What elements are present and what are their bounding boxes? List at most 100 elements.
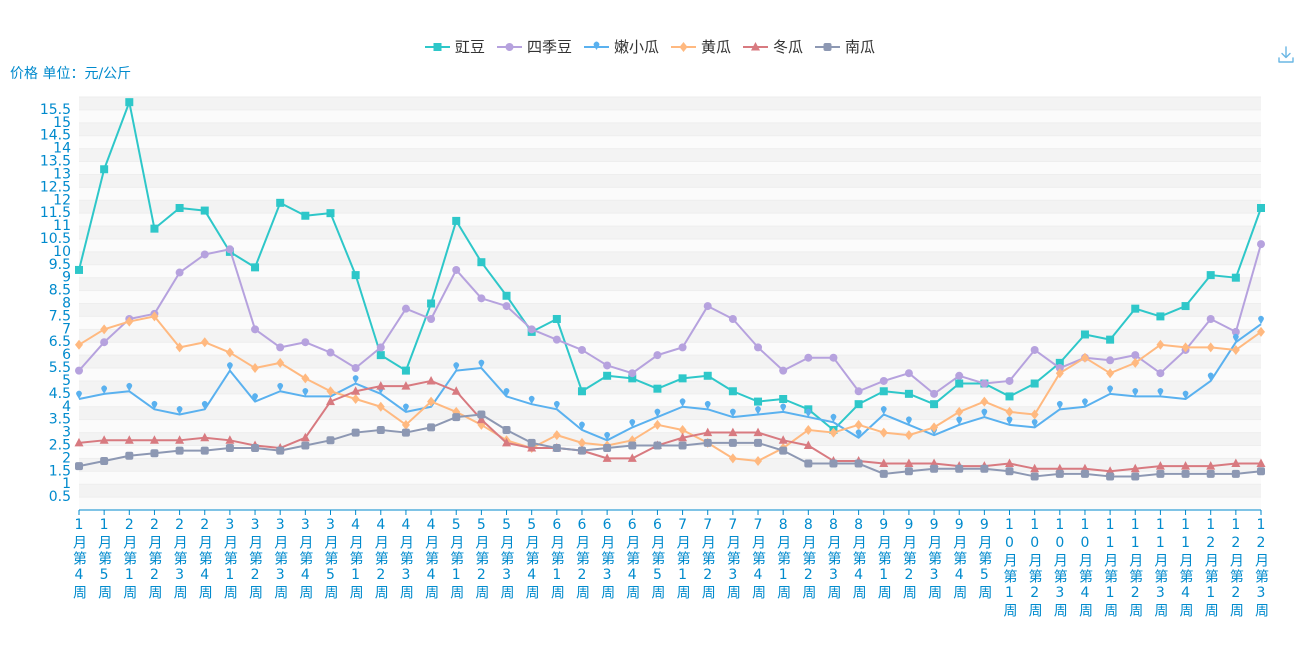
data-point[interactable] bbox=[277, 382, 284, 392]
data-point[interactable] bbox=[1156, 312, 1165, 321]
data-point[interactable] bbox=[1231, 458, 1241, 468]
data-point[interactable] bbox=[553, 401, 560, 410]
data-point[interactable] bbox=[176, 406, 183, 415]
data-point[interactable] bbox=[1206, 342, 1215, 353]
data-point[interactable] bbox=[76, 390, 82, 400]
data-point[interactable] bbox=[1206, 469, 1215, 478]
data-point[interactable] bbox=[477, 410, 486, 419]
data-point[interactable] bbox=[300, 432, 310, 442]
data-point[interactable] bbox=[754, 455, 763, 466]
data-point[interactable] bbox=[1055, 469, 1064, 478]
data-point[interactable] bbox=[225, 347, 234, 358]
data-point[interactable] bbox=[604, 431, 610, 441]
data-point[interactable] bbox=[854, 419, 863, 430]
data-point[interactable] bbox=[351, 364, 360, 373]
data-point[interactable] bbox=[1080, 330, 1089, 339]
data-point[interactable] bbox=[352, 375, 359, 384]
data-point[interactable] bbox=[124, 435, 134, 444]
data-point[interactable] bbox=[75, 339, 83, 350]
data-point[interactable] bbox=[101, 385, 107, 394]
data-point[interactable] bbox=[200, 432, 210, 442]
data-point[interactable] bbox=[200, 250, 209, 259]
data-point[interactable] bbox=[728, 453, 737, 464]
data-point[interactable] bbox=[1005, 376, 1014, 385]
data-point[interactable] bbox=[1055, 364, 1064, 373]
data-point[interactable] bbox=[980, 464, 989, 473]
data-point[interactable] bbox=[527, 438, 536, 447]
data-point[interactable] bbox=[778, 435, 788, 444]
data-point[interactable] bbox=[552, 430, 561, 441]
data-point[interactable] bbox=[628, 374, 637, 383]
data-point[interactable] bbox=[1258, 315, 1264, 325]
data-point[interactable] bbox=[201, 401, 208, 410]
data-point[interactable] bbox=[427, 299, 436, 308]
data-point[interactable] bbox=[880, 406, 887, 415]
data-point[interactable] bbox=[376, 401, 385, 412]
data-point[interactable] bbox=[703, 427, 713, 437]
data-point[interactable] bbox=[904, 369, 913, 378]
data-point[interactable] bbox=[904, 467, 913, 476]
data-point[interactable] bbox=[99, 435, 109, 444]
data-point[interactable] bbox=[552, 444, 561, 453]
data-point[interactable] bbox=[730, 408, 736, 418]
data-point[interactable] bbox=[276, 343, 285, 352]
data-point[interactable] bbox=[1257, 240, 1265, 249]
data-point[interactable] bbox=[728, 387, 737, 396]
data-point[interactable] bbox=[779, 446, 788, 455]
data-point[interactable] bbox=[779, 395, 788, 404]
data-point[interactable] bbox=[75, 366, 83, 375]
legend-item[interactable]: 南瓜 bbox=[815, 37, 875, 57]
data-point[interactable] bbox=[1206, 314, 1215, 323]
data-point[interactable] bbox=[1106, 472, 1115, 481]
data-point[interactable] bbox=[276, 198, 285, 207]
data-point[interactable] bbox=[453, 362, 460, 371]
data-point[interactable] bbox=[175, 342, 184, 353]
data-point[interactable] bbox=[830, 413, 837, 423]
data-point[interactable] bbox=[1207, 372, 1214, 381]
data-point[interactable] bbox=[678, 374, 687, 383]
data-point[interactable] bbox=[602, 453, 612, 462]
data-point[interactable] bbox=[805, 408, 812, 418]
data-point[interactable] bbox=[401, 419, 410, 430]
data-point[interactable] bbox=[728, 427, 738, 437]
data-point[interactable] bbox=[704, 401, 711, 410]
data-point[interactable] bbox=[326, 436, 335, 445]
data-point[interactable] bbox=[1181, 461, 1191, 470]
data-point[interactable] bbox=[401, 428, 410, 437]
data-point[interactable] bbox=[904, 430, 913, 441]
data-point[interactable] bbox=[502, 437, 512, 447]
data-point[interactable] bbox=[125, 451, 134, 460]
data-point[interactable] bbox=[1131, 357, 1140, 368]
data-point[interactable] bbox=[125, 98, 134, 107]
data-point[interactable] bbox=[980, 379, 989, 388]
data-point[interactable] bbox=[980, 396, 989, 407]
data-point[interactable] bbox=[1206, 271, 1215, 280]
data-point[interactable] bbox=[930, 400, 939, 409]
data-point[interactable] bbox=[126, 382, 133, 392]
data-point[interactable] bbox=[351, 271, 360, 280]
data-point[interactable] bbox=[75, 462, 83, 471]
data-point[interactable] bbox=[1031, 419, 1038, 428]
data-point[interactable] bbox=[175, 446, 184, 455]
data-point[interactable] bbox=[1030, 345, 1039, 354]
data-point[interactable] bbox=[1156, 339, 1165, 350]
data-point[interactable] bbox=[678, 343, 687, 352]
data-point[interactable] bbox=[502, 425, 511, 434]
data-point[interactable] bbox=[754, 397, 763, 406]
data-point[interactable] bbox=[1005, 406, 1014, 417]
data-point[interactable] bbox=[452, 216, 461, 225]
data-point[interactable] bbox=[1107, 385, 1113, 394]
data-point[interactable] bbox=[1256, 458, 1266, 468]
data-point[interactable] bbox=[477, 294, 486, 303]
data-point[interactable] bbox=[1030, 463, 1040, 473]
data-point[interactable] bbox=[628, 441, 637, 450]
data-point[interactable] bbox=[528, 395, 535, 405]
data-point[interactable] bbox=[780, 403, 787, 412]
data-point[interactable] bbox=[1130, 463, 1140, 473]
data-point[interactable] bbox=[1080, 469, 1089, 478]
data-point[interactable] bbox=[251, 363, 260, 374]
data-point[interactable] bbox=[527, 443, 537, 452]
data-point[interactable] bbox=[654, 408, 661, 418]
data-point[interactable] bbox=[653, 351, 662, 360]
data-point[interactable] bbox=[955, 406, 964, 417]
